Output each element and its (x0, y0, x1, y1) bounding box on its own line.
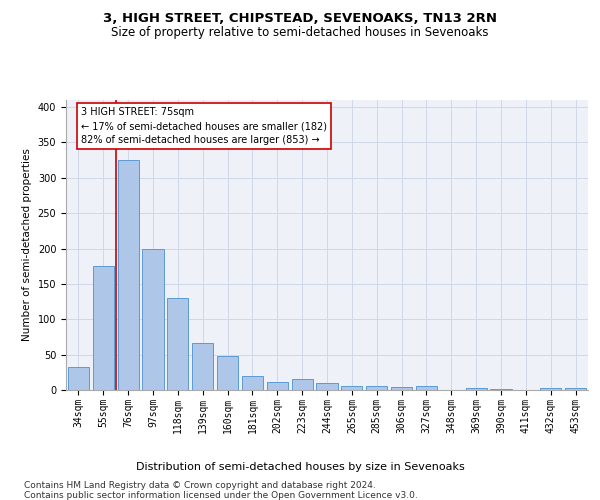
Bar (292, 380, 313, 390)
Bar (192, 342, 213, 390)
Bar (167, 298, 188, 390)
Text: Contains HM Land Registry data © Crown copyright and database right 2024.
Contai: Contains HM Land Registry data © Crown c… (24, 481, 418, 500)
Bar (217, 356, 238, 390)
Bar (93, 266, 114, 390)
Bar (490, 388, 512, 390)
Text: 3 HIGH STREET: 75sqm
← 17% of semi-detached houses are smaller (182)
82% of semi: 3 HIGH STREET: 75sqm ← 17% of semi-detac… (81, 107, 327, 145)
Bar (68, 368, 89, 390)
Text: 3, HIGH STREET, CHIPSTEAD, SEVENOAKS, TN13 2RN: 3, HIGH STREET, CHIPSTEAD, SEVENOAKS, TN… (103, 12, 497, 26)
Bar (466, 388, 487, 390)
Bar (366, 386, 387, 390)
Bar (565, 388, 586, 390)
Text: Size of property relative to semi-detached houses in Sevenoaks: Size of property relative to semi-detach… (111, 26, 489, 39)
Y-axis label: Number of semi-detached properties: Number of semi-detached properties (22, 148, 32, 342)
Bar (267, 382, 288, 390)
Bar (391, 387, 412, 390)
Bar (341, 386, 362, 390)
Bar (416, 386, 437, 390)
Bar (316, 383, 338, 390)
Bar (118, 160, 139, 390)
Bar (242, 376, 263, 390)
Text: Distribution of semi-detached houses by size in Sevenoaks: Distribution of semi-detached houses by … (136, 462, 464, 472)
Bar (540, 388, 561, 390)
Bar (142, 249, 164, 390)
